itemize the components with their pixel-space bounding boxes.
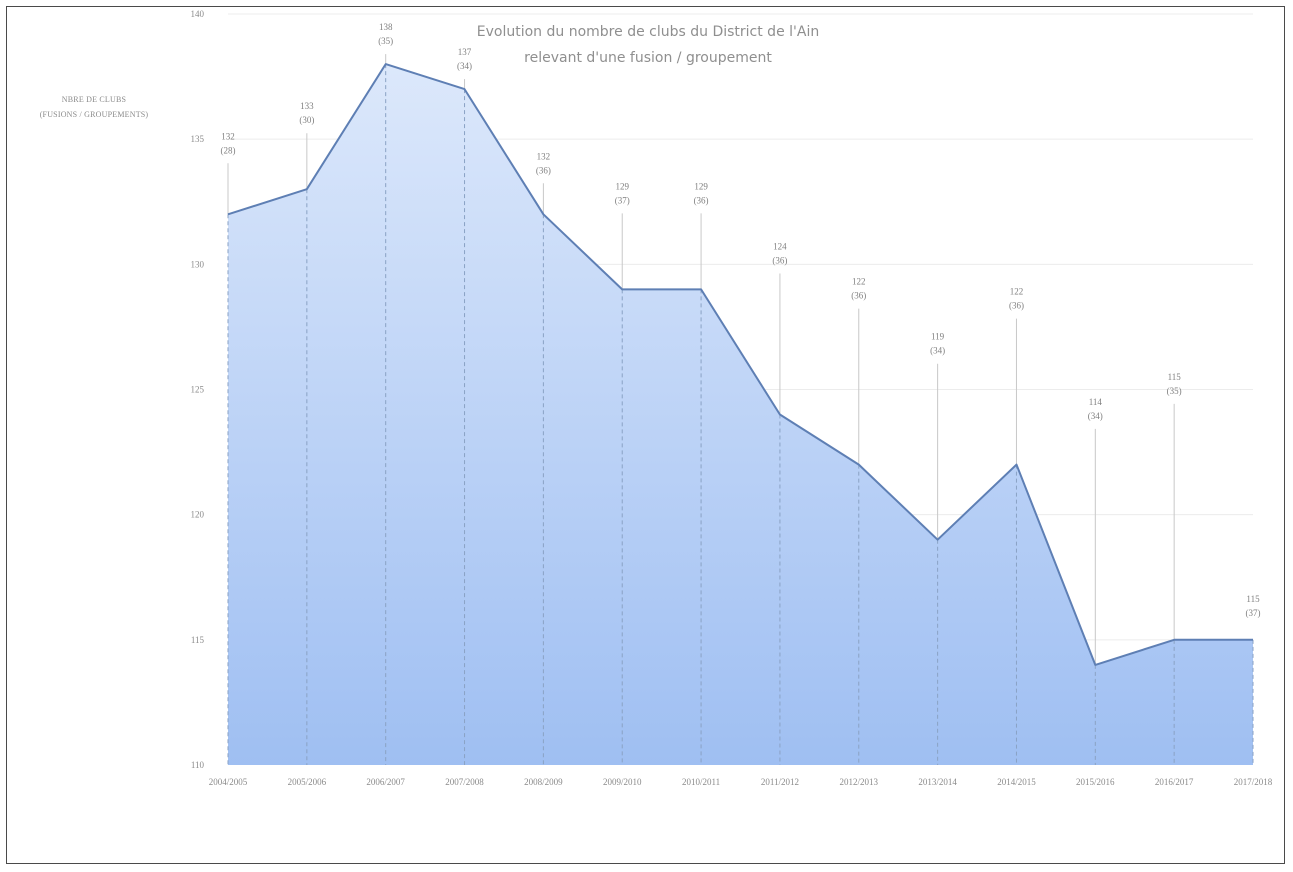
y-axis-label-line-1: NBRE DE CLUBS (62, 95, 126, 104)
y-tick-label: 110 (191, 760, 205, 770)
series-line-path (227, 63, 1253, 666)
data-label-fusions: (36) (1009, 301, 1024, 311)
chart-title-line-2: relevant d'une fusion / groupement (524, 50, 772, 66)
x-tick-label: 2006/2007 (366, 777, 405, 787)
label-leaders (227, 54, 1175, 665)
data-label-fusions: (37) (1246, 608, 1261, 618)
y-tick-label: 140 (191, 9, 205, 19)
x-tick-label: 2015/2016 (1076, 777, 1115, 787)
y-tick-label: 115 (191, 635, 205, 645)
data-label-fusions: (36) (694, 195, 709, 205)
x-tick-label: 2009/2010 (603, 777, 642, 787)
x-tick-label: 2008/2009 (524, 777, 563, 787)
data-label-fusions: (36) (536, 165, 551, 175)
data-label-value: 124 (773, 242, 787, 252)
x-tick-label: 2010/2011 (682, 777, 720, 787)
data-label-value: 133 (300, 101, 314, 111)
data-label-value: 132 (221, 131, 235, 141)
y-axis-label-line-2: (FUSIONS / GROUPEMENTS) (40, 110, 149, 119)
data-label-value: 138 (379, 22, 393, 32)
data-label-value: 115 (1246, 594, 1260, 604)
data-label-value: 119 (931, 332, 945, 342)
x-axis-ticks: 2004/2005 2005/2006 2006/2007 2007/2008 2008… (209, 777, 1273, 787)
data-label-fusions: (30) (299, 115, 314, 125)
data-label-fusions: (34) (457, 61, 472, 71)
data-label-fusions: (34) (930, 346, 945, 356)
data-label-fusions: (34) (1088, 411, 1103, 421)
series-area (228, 64, 1253, 766)
x-tick-label: 2004/2005 (209, 777, 248, 787)
data-label-value: 122 (852, 277, 866, 287)
data-label-value: 122 (1010, 287, 1024, 297)
data-label-value: 114 (1089, 397, 1103, 407)
data-label-fusions: (35) (378, 36, 393, 46)
x-tick-label: 2007/2008 (445, 777, 484, 787)
x-tick-label: 2017/2018 (1234, 777, 1273, 787)
data-label-value: 132 (537, 151, 551, 161)
x-tick-label: 2005/2006 (288, 777, 327, 787)
x-tick-label: 2011/2012 (761, 777, 799, 787)
y-tick-label: 125 (191, 385, 205, 395)
x-tick-label: 2016/2017 (1155, 777, 1194, 787)
data-label-fusions: (36) (851, 291, 866, 301)
drop-lines (227, 64, 1254, 765)
data-label-value: 129 (615, 181, 629, 191)
data-label-fusions: (28) (221, 145, 236, 155)
x-tick-label: 2014/2015 (997, 777, 1036, 787)
series-line (227, 63, 1253, 666)
data-label-value: 115 (1168, 372, 1182, 382)
data-label-fusions: (36) (772, 256, 787, 266)
data-label-value: 129 (694, 181, 708, 191)
data-label-fusions: (35) (1167, 386, 1182, 396)
y-tick-label: 130 (191, 259, 205, 269)
chart-title-line-1: Evolution du nombre de clubs du District… (477, 24, 819, 40)
data-labels: 132 (28) 133 (30) 138 (35) 137 (34) 132 (36) 129 (3… (221, 22, 1261, 618)
y-tick-label: 120 (191, 510, 205, 520)
area-fill (228, 64, 1253, 766)
data-label-fusions: (37) (615, 195, 630, 205)
y-axis-ticks: 110 115 120 125 130 135 140 (191, 9, 205, 770)
x-tick-label: 2013/2014 (918, 777, 957, 787)
y-tick-label: 135 (191, 134, 205, 144)
data-label-value: 137 (458, 47, 472, 57)
x-tick-label: 2012/2013 (840, 777, 879, 787)
